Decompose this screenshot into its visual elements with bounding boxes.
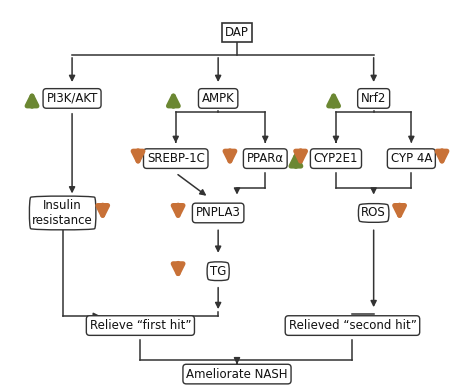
Text: Insulin
resistance: Insulin resistance xyxy=(32,199,93,227)
Text: Relieve “first hit”: Relieve “first hit” xyxy=(90,319,191,332)
Text: CYP2E1: CYP2E1 xyxy=(314,152,358,165)
Text: CYP 4A: CYP 4A xyxy=(391,152,432,165)
Text: Nrf2: Nrf2 xyxy=(361,92,386,105)
Text: SREBP-1C: SREBP-1C xyxy=(147,152,205,165)
Text: TG: TG xyxy=(210,265,227,278)
Text: PPARα: PPARα xyxy=(246,152,284,165)
Text: AMPK: AMPK xyxy=(202,92,235,105)
Text: Relieved “second hit”: Relieved “second hit” xyxy=(289,319,416,332)
Text: Ameliorate NASH: Ameliorate NASH xyxy=(186,368,288,380)
Text: PNPLA3: PNPLA3 xyxy=(196,206,241,219)
Text: PI3K/AKT: PI3K/AKT xyxy=(46,92,98,105)
Text: ROS: ROS xyxy=(361,206,386,219)
Text: DAP: DAP xyxy=(225,26,249,39)
